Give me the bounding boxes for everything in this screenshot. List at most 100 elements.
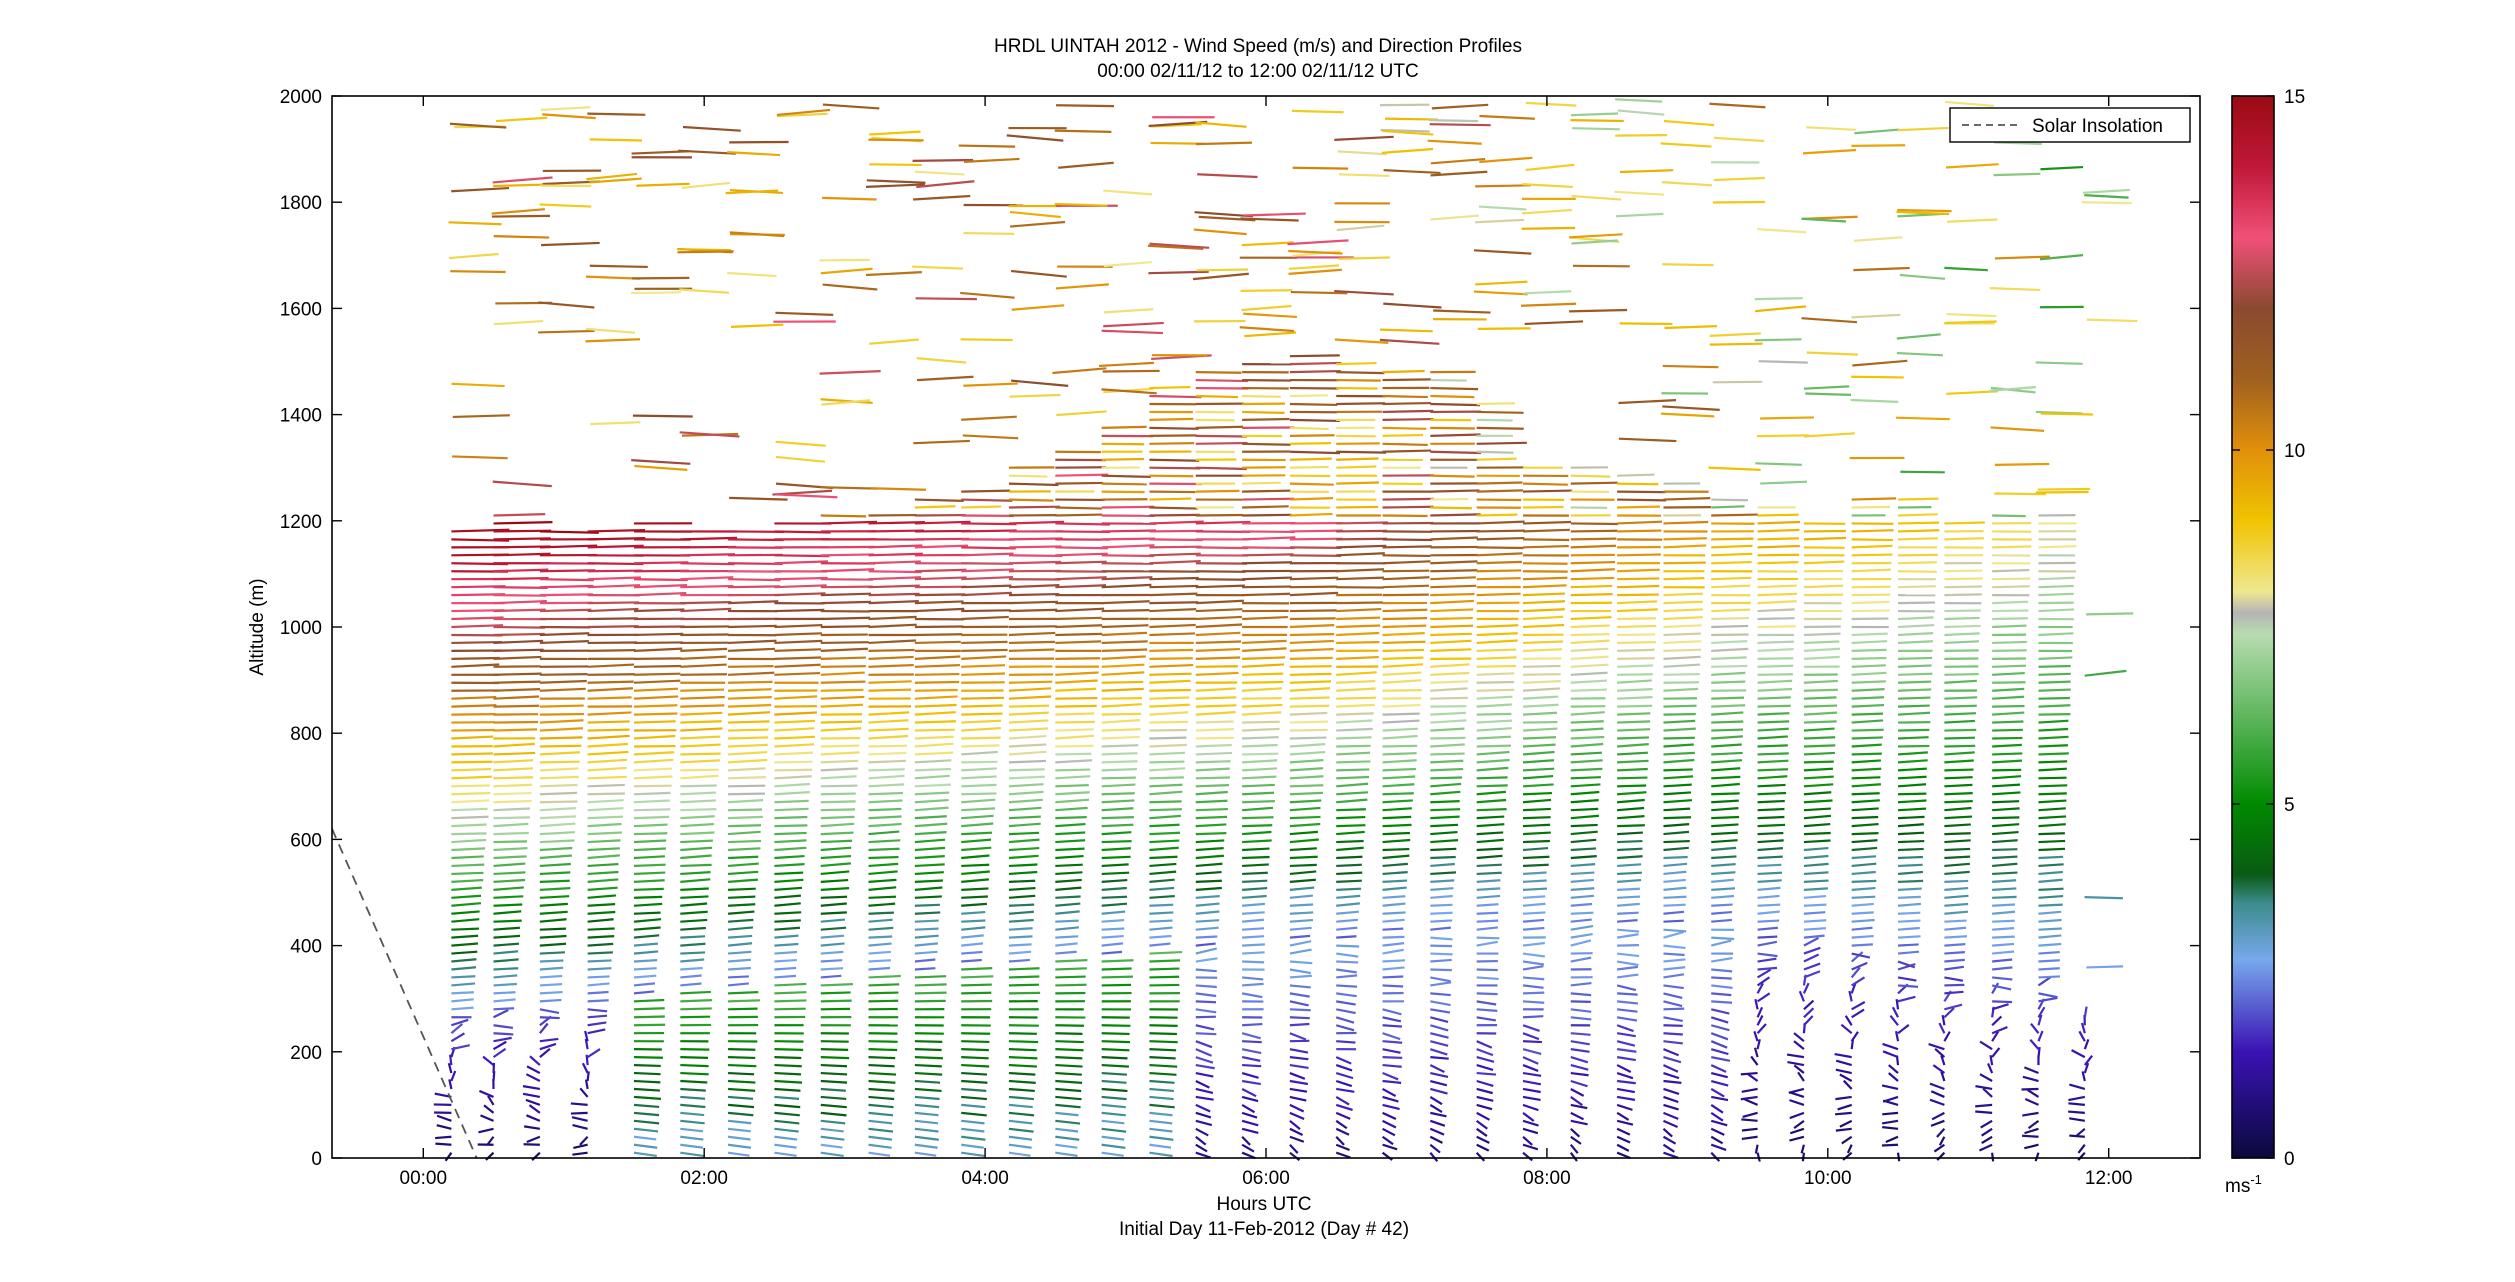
wind-barb [451,807,488,812]
wind-barb [774,1151,797,1157]
wind-barb [1239,326,1295,333]
wind-barb [1663,846,1689,852]
wind-barb [1430,616,1473,621]
wind-barb [587,967,612,971]
wind-barb [587,783,625,788]
wind-barb [1195,992,1217,998]
wind-barb [1336,371,1385,375]
wind-barb [914,728,955,732]
wind-barb [633,695,679,700]
wind-barb [1149,1127,1173,1133]
wind-barb [1992,791,2021,796]
wind-barb [1149,831,1181,836]
wind-barb [1931,1111,1945,1121]
wind-barb [774,1071,802,1076]
wind-barb [1710,1064,1727,1073]
wind-barb [914,520,971,525]
wind-barb [1101,1087,1128,1093]
wind-barb [1934,1048,1946,1058]
wind-barb [493,822,529,828]
wind-barb [2081,1071,2086,1082]
wind-barb [1522,791,1552,796]
wind-barb [914,806,949,812]
wind-barb [1570,593,1613,597]
wind-barb [1757,712,1790,716]
wind-barb [1757,679,1793,684]
wind-barb [1803,854,1829,860]
x-axis-sublabel: Initial Day 11-Feb-2012 (Day # 42) [1119,1219,1409,1240]
wind-barb [1476,919,1499,923]
wind-barb [633,839,667,844]
wind-barb [820,775,857,780]
wind-barb [1992,768,2022,772]
wind-barb [1570,735,1605,740]
wind-barb [486,1136,495,1146]
wind-barb [1430,823,1459,828]
wind-barb [493,855,527,860]
wind-barb [820,665,866,668]
wind-barb [1897,855,1924,860]
wind-barb [1008,910,1034,915]
wind-barb [1430,936,1453,941]
wind-barb [1149,584,1199,589]
wind-barb [1756,976,1770,987]
wind-barb [633,871,666,876]
wind-barb [1382,767,1417,772]
wind-barb [1336,736,1372,740]
wind-barb [1101,663,1145,668]
wind-barb [1008,1071,1036,1076]
wind-barb [1382,792,1414,796]
wind-barb [1101,886,1127,891]
wind-barb [451,528,510,533]
wind-barb [1522,807,1551,812]
wind-barb [1570,871,1595,876]
wind-barb [1055,1151,1078,1157]
wind-barb [728,1056,756,1060]
wind-barb [1055,657,1101,660]
wind-barb [1195,623,1243,629]
wind-barb [677,250,734,254]
wind-barb [1149,751,1186,756]
wind-barb [774,592,826,597]
wind-barb [1055,926,1080,931]
wind-barb [961,736,1001,740]
wind-barb [680,735,721,740]
wind-barb [1382,703,1421,708]
wind-barb [1620,169,1674,174]
wind-barb [1617,688,1653,692]
wind-barb [451,752,493,756]
wind-barb [1617,736,1649,740]
wind-barb [961,798,996,804]
wind-barb [1941,1014,1946,1026]
wind-barb [633,855,665,860]
wind-barb [493,1007,515,1011]
wind-barb [1289,830,1318,836]
wind-barb [1710,1151,1721,1162]
wind-barb [728,767,766,772]
wind-barb [1241,1119,1259,1127]
wind-barb [914,1143,938,1149]
wind-barb [1616,1111,1630,1121]
wind-barb [451,735,494,740]
wind-barb [1149,506,1198,510]
wind-barb [1381,1151,1393,1161]
wind-barb [961,696,1004,700]
wind-barb [1570,924,1594,931]
wind-barb [1476,903,1499,907]
wind-barb [1476,766,1509,772]
wind-barb [587,696,632,700]
wind-barb [1149,767,1186,772]
wind-barb [1570,112,1619,117]
wind-barb [1710,1103,1724,1114]
wind-barb [680,831,715,836]
wind-barb [1757,815,1785,820]
wind-barb [1803,704,1838,708]
wind-barb [1430,855,1456,860]
wind-barb [1944,870,1970,876]
wind-barb [1663,1103,1679,1111]
wind-barb [1755,462,1802,466]
wind-barb [1523,673,1561,676]
wind-barb [1242,505,1289,509]
wind-barb [961,712,1003,716]
